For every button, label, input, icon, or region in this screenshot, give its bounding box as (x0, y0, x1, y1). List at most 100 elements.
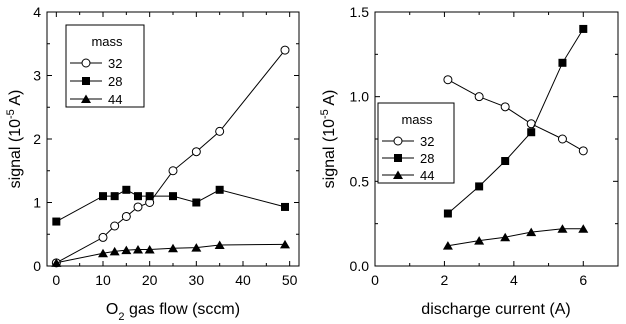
data-point (121, 211, 131, 221)
series-line-44 (447, 228, 584, 247)
data-point (144, 244, 155, 254)
data-point (168, 243, 178, 253)
x-tick: 6 (579, 12, 587, 288)
data-point (145, 192, 154, 201)
data-point (52, 217, 61, 226)
data-point (133, 244, 143, 254)
y-tick-label: 0.0 (350, 258, 370, 274)
legend-marker-filled-triangle (393, 170, 403, 179)
y-tick-label: 2 (33, 131, 41, 147)
legend-title: mass (401, 112, 433, 127)
data-point (133, 202, 143, 212)
y-tick-label: 1.5 (350, 4, 370, 20)
y-tick-label: 1 (33, 195, 41, 211)
data-point (578, 224, 589, 233)
data-point (214, 240, 225, 250)
series-line-28 (447, 28, 584, 214)
x-tick: 2 (441, 12, 449, 288)
series-line-44 (56, 243, 286, 264)
legend: mass 32 28 44 (377, 102, 455, 184)
series-44 (442, 224, 589, 250)
data-point (475, 182, 484, 191)
data-point (557, 224, 568, 233)
data-point (280, 239, 290, 249)
y-tick: 1 (33, 195, 299, 211)
data-point (443, 209, 452, 218)
y-tick: 0 (33, 258, 299, 274)
legend-label: 32 (108, 56, 122, 71)
y-tick-label: 3 (33, 68, 41, 84)
legend-title: mass (91, 34, 123, 49)
x-tick-label: 10 (95, 272, 111, 288)
data-point (527, 128, 536, 137)
y-tick: 2 (33, 131, 299, 147)
legend: mass 32 28 44 (65, 24, 145, 108)
series-line-32 (56, 49, 286, 264)
legend-marker-open-circle (81, 58, 91, 68)
y-tick-label: 4 (33, 4, 41, 20)
data-point (192, 198, 201, 207)
legend-entry-32: 32 (70, 56, 122, 71)
y-tick: 4 (33, 4, 299, 20)
tick-layer: 0 10 20 30 40 50 0 1 2 3 4 (33, 4, 299, 288)
series-28 (52, 185, 289, 226)
series-44 (51, 239, 290, 267)
legend-entry-28: 28 (70, 74, 122, 89)
series-layer (442, 24, 589, 250)
x-tick-label: 20 (142, 272, 158, 288)
y-axis-label: signal (10-5 A) (319, 90, 338, 189)
data-point (168, 166, 178, 176)
x-tick-label: 50 (282, 272, 298, 288)
y-tick: 1.5 (350, 4, 618, 20)
x-tick: 40 (235, 12, 251, 288)
x-tick-label: 40 (235, 272, 251, 288)
data-point (474, 92, 484, 102)
x-tick-label: 0 (371, 272, 379, 288)
legend-marker-filled-square (394, 154, 402, 162)
data-point (558, 58, 567, 67)
x-tick: 0 (371, 12, 379, 288)
legend-label: 28 (108, 74, 122, 89)
data-point (215, 126, 225, 136)
y-tick-label: 0 (33, 258, 41, 274)
x-tick-label: 30 (189, 272, 205, 288)
legend-marker-filled-square (82, 77, 90, 85)
data-point (110, 221, 120, 231)
data-point (443, 75, 453, 85)
data-point (110, 192, 119, 201)
legend-entry-28: 28 (382, 151, 434, 166)
x-tick: 10 (95, 12, 111, 288)
y-tick: 0.0 (350, 258, 618, 274)
x-tick: 30 (189, 12, 205, 288)
series-32 (443, 75, 588, 156)
data-point (98, 232, 108, 242)
data-point (500, 232, 511, 242)
x-tick-label: 4 (510, 272, 518, 288)
data-point (526, 227, 537, 237)
data-point (215, 185, 224, 194)
y-tick: 1.0 (350, 89, 618, 105)
data-point (501, 157, 510, 166)
series-line-28 (56, 189, 286, 223)
data-point (121, 245, 132, 255)
data-point (191, 243, 202, 252)
data-point (98, 248, 108, 258)
data-point (500, 102, 510, 112)
y-tick-label: 1.0 (350, 89, 370, 105)
legend-entry-32: 32 (382, 134, 434, 149)
x-tick: 20 (142, 12, 158, 288)
data-point (557, 134, 567, 144)
legend-box (377, 102, 455, 184)
chart-gas-flow: 0 10 20 30 40 50 0 1 2 3 4 signal (10-5 A) O2 gas … (5, 4, 300, 323)
legend-label: 44 (108, 92, 122, 107)
data-point (578, 146, 588, 156)
legend-marker-filled-triangle (81, 94, 91, 103)
y-axis-label: signal (10-5 A) (5, 90, 24, 189)
x-tick: 0 (52, 12, 60, 288)
x-axis-label: discharge current (A) (421, 301, 570, 318)
x-tick-label: 6 (579, 272, 587, 288)
legend-entry-44: 44 (70, 92, 122, 107)
y-tick-label: 0.5 (350, 173, 370, 189)
legend-label: 32 (420, 134, 434, 149)
